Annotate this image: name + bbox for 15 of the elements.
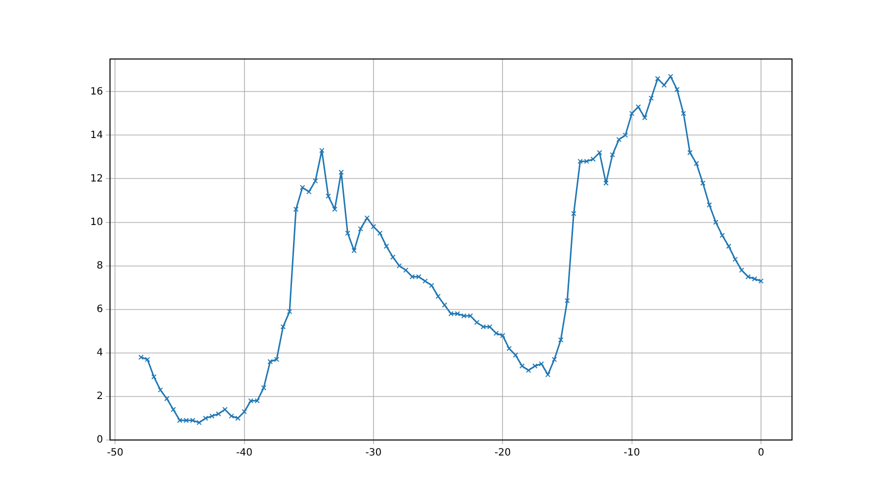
x-tick-label: -10	[624, 448, 640, 459]
x-tick-label: -40	[236, 448, 253, 459]
y-tick-label: 4	[96, 348, 103, 359]
y-tick-label: 10	[90, 216, 103, 228]
y-tick-label: 6	[96, 304, 103, 315]
y-tick-label: 12	[90, 173, 103, 184]
x-tick-label: 0	[758, 448, 764, 459]
x-tick-label: -20	[494, 448, 511, 459]
x-tick-label: -50	[106, 448, 124, 459]
y-tick-label: 8	[96, 260, 103, 272]
y-tick-label: 14	[90, 130, 103, 141]
y-tick-label: 0	[96, 434, 103, 446]
y-tick-label: 2	[96, 391, 103, 402]
y-tick-label: 16	[90, 86, 103, 98]
x-tick-label: -30	[365, 448, 382, 459]
